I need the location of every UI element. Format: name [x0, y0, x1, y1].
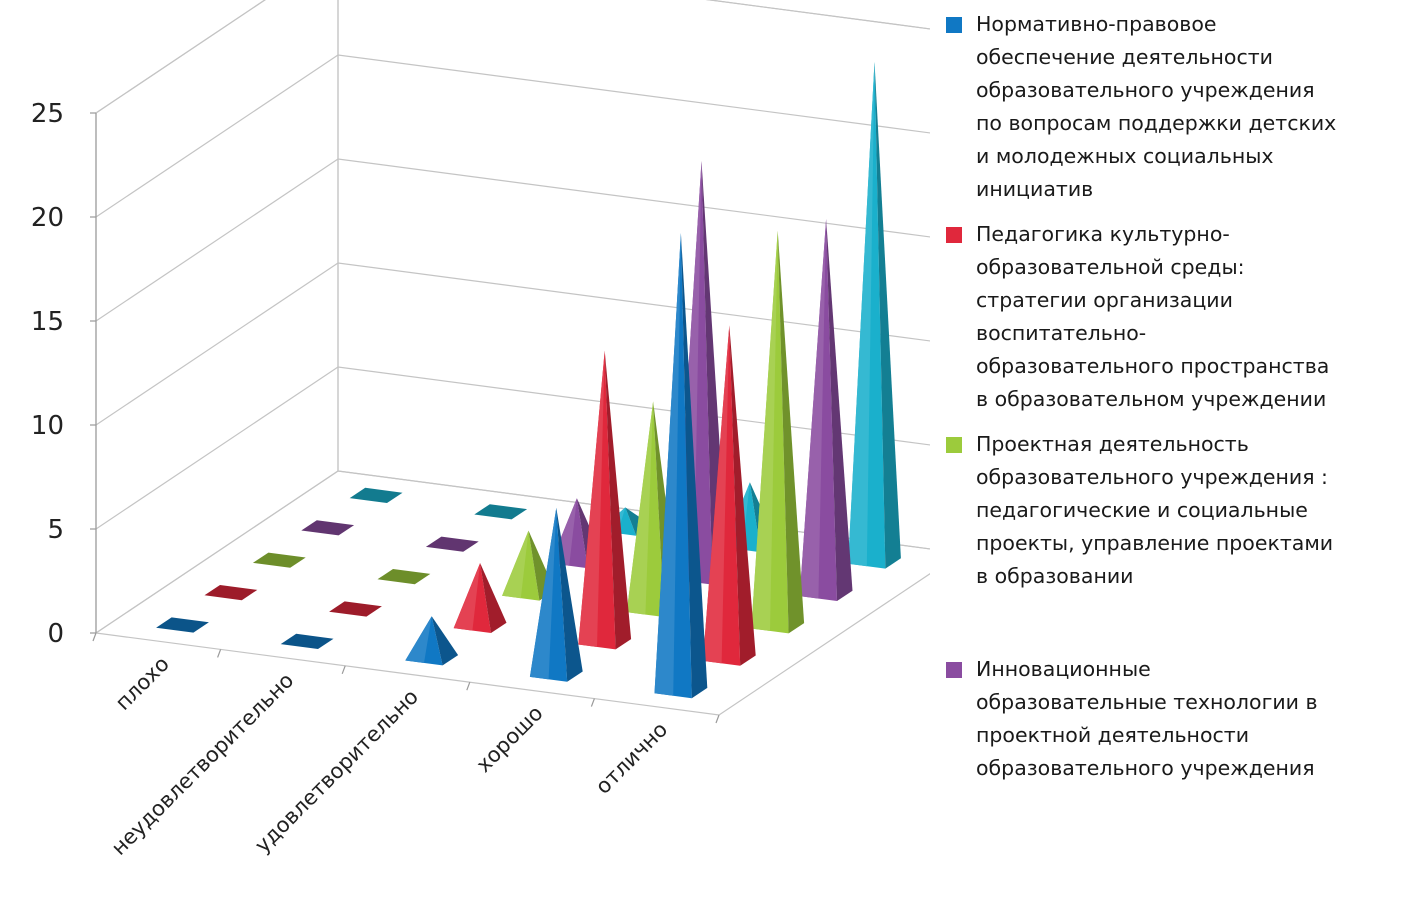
pyramid-mark	[799, 219, 853, 601]
pyramid-mark	[252, 552, 306, 568]
pyramid-highlight	[848, 61, 875, 567]
pyramid-mark	[848, 61, 901, 569]
pyramid-side-face	[556, 507, 583, 682]
pyramid-chart: 0 5 10 15 20 25 плохонеудовлетворительноудовл…	[31, 0, 930, 860]
x-axis: плохонеудовлетворительноудовлетворительн…	[92, 632, 720, 860]
gridline	[95, 158, 930, 322]
floor	[94, 470, 930, 716]
pyramid-side-face	[680, 233, 708, 699]
pyramid-base	[349, 487, 403, 503]
pyramid-side-face	[874, 61, 901, 569]
pyramid-mark	[405, 616, 459, 666]
pyramid-base	[329, 601, 382, 617]
legend-label: Педагогика культурно- образовательной ср…	[976, 222, 1330, 411]
y-axis: 0 5 10 15 20 25	[31, 99, 97, 649]
pyramid-base	[377, 569, 431, 585]
pyramid-highlight	[626, 401, 654, 615]
y-tick-label: 5	[47, 515, 64, 545]
x-tick-mark	[341, 665, 346, 675]
pyramid-mark	[751, 230, 805, 634]
pyramid-side-face	[729, 325, 756, 666]
pyramid-mark	[349, 487, 403, 503]
pyramid-highlight	[502, 530, 529, 599]
x-tick-mark	[217, 649, 222, 658]
legend-swatch	[946, 227, 962, 243]
y-tick-label: 20	[31, 203, 64, 233]
pyramid-mark	[529, 507, 583, 682]
legend-swatch	[946, 17, 962, 33]
pyramid-base	[425, 536, 479, 552]
legend-label: Проектная деятельность образовательного …	[976, 432, 1334, 588]
x-tick-mark	[92, 632, 97, 642]
pyramid-base	[301, 520, 355, 536]
pyramid-side-face	[777, 230, 805, 634]
pyramid-highlight	[654, 233, 681, 696]
legend-swatch	[946, 437, 962, 453]
x-tick-mark	[590, 698, 595, 707]
legend-item: Проектная деятельность образовательного …	[946, 428, 1418, 593]
gridline	[95, 262, 930, 426]
gridline	[95, 366, 930, 530]
pyramid-mark	[156, 617, 209, 633]
y-tick-label: 25	[31, 99, 64, 129]
x-tick-mark	[715, 714, 720, 724]
pyramid-side-face	[604, 350, 632, 650]
pyramid-side-face	[431, 616, 459, 666]
y-tick-label: 10	[31, 411, 64, 441]
pyramid-highlight	[405, 616, 432, 663]
chart-walls	[94, 0, 930, 716]
legend-item: Нормативно-правовое обеспечение деятельн…	[946, 8, 1418, 206]
pyramid-highlight	[529, 507, 557, 680]
pyramid-mark	[578, 350, 632, 650]
pyramid-highlight	[799, 219, 827, 599]
side-wall	[95, 0, 339, 635]
y-tick-label: 0	[47, 619, 64, 649]
pyramid-mark	[377, 569, 431, 585]
pyramid-base	[156, 617, 209, 633]
pyramid-side-face	[480, 563, 507, 633]
pyramid-mark	[204, 585, 258, 601]
chart-marks	[156, 61, 901, 699]
legend-label: Инновационные образовательные технологии…	[976, 657, 1318, 780]
pyramid-highlight	[453, 563, 481, 631]
pyramid-side-face	[826, 219, 853, 601]
legend-swatch	[946, 662, 962, 678]
legend: Нормативно-правовое обеспечение деятельн…	[946, 8, 1418, 797]
pyramid-highlight	[702, 325, 730, 664]
gridline	[95, 54, 930, 218]
pyramid-base	[280, 633, 334, 649]
pyramid-mark	[654, 233, 708, 699]
pyramid-base	[252, 552, 306, 568]
pyramid-mark	[301, 520, 355, 536]
pyramid-mark	[474, 504, 528, 520]
pyramid-mark	[280, 633, 334, 649]
legend-label: Нормативно-правовое обеспечение деятельн…	[976, 12, 1337, 201]
x-tick-label: хорошо	[472, 701, 548, 777]
pyramid-mark	[702, 325, 756, 666]
pyramid-base	[474, 504, 528, 520]
pyramid-mark	[329, 601, 382, 617]
legend-item: Педагогика культурно- образовательной ср…	[946, 218, 1418, 416]
pyramid-base	[204, 585, 258, 601]
pyramid-mark	[453, 563, 507, 633]
y-tick-label: 15	[31, 307, 64, 337]
x-tick-label: удовлетворительно	[250, 685, 423, 858]
pyramid-highlight	[578, 350, 605, 647]
gridline	[95, 0, 930, 114]
x-tick-label: отлично	[591, 717, 672, 798]
x-tick-mark	[466, 681, 471, 691]
x-tick-label: плохо	[111, 652, 174, 715]
pyramid-mark	[425, 536, 479, 552]
pyramid-highlight	[751, 230, 778, 631]
legend-item: Инновационные образовательные технологии…	[946, 653, 1418, 785]
